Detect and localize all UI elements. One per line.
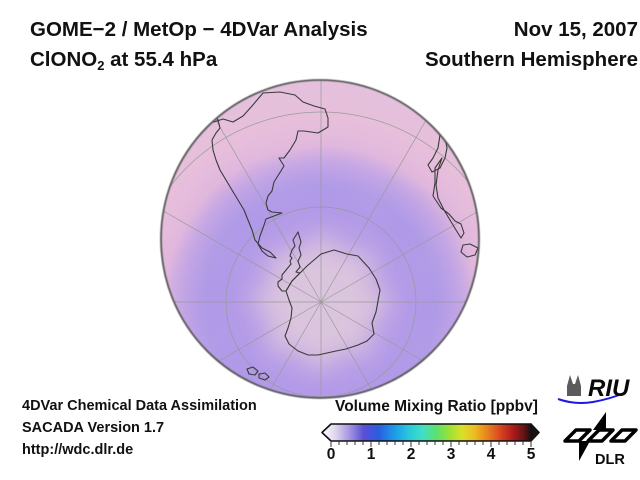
svg-text:RIU: RIU: [588, 375, 630, 402]
svg-text:2: 2: [407, 446, 416, 463]
svg-text:1: 1: [367, 446, 376, 463]
svg-text:4: 4: [487, 446, 496, 463]
svg-text:3: 3: [447, 446, 456, 463]
svg-text:5: 5: [527, 446, 536, 463]
svg-text:0: 0: [327, 446, 336, 463]
svg-text:DLR: DLR: [595, 452, 625, 468]
